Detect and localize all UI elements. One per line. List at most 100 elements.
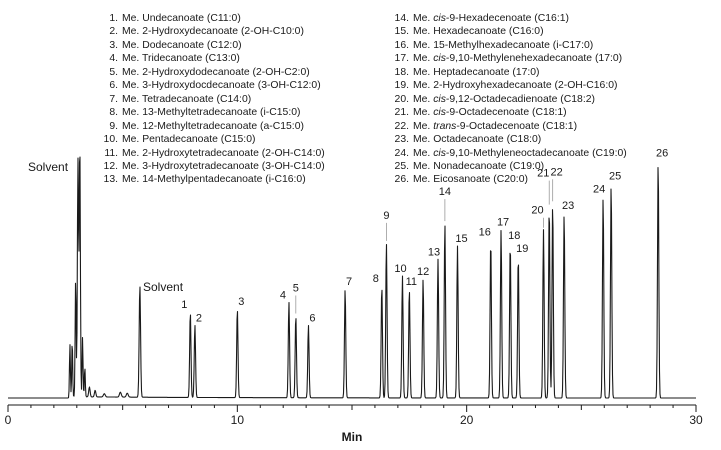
- legend-item-label: Me. cis-9-Hexadecenoate (C16:1): [413, 12, 569, 25]
- peak-label: 1: [181, 299, 187, 311]
- peak-label: 25: [609, 171, 621, 183]
- legend-item: 21. Me. cis-9-Octadecenoate (C18:1): [389, 106, 627, 119]
- peak-label: 15: [455, 233, 467, 245]
- peak-label: 12: [417, 266, 429, 278]
- legend-item-number: 20.: [394, 93, 409, 105]
- legend-item: 20. Me. cis-9,12-Octadecadienoate (C18:2): [389, 93, 627, 106]
- x-tick-label: 10: [231, 413, 245, 427]
- legend-item: 5. Me. 2-Hydroxydodecanoate (2-OH-C2:0): [98, 66, 325, 79]
- peak-label: 23: [562, 200, 574, 212]
- chromatogram-trace: [7, 156, 697, 399]
- legend-item: 23. Me. Octadecanoate (C18:0): [389, 133, 627, 146]
- legend-item: 13. Me. 14-Methylpentadecanoate (i-C16:0): [98, 173, 325, 186]
- legend-item-number: 1.: [109, 13, 118, 24]
- legend-item-number: 17.: [394, 53, 409, 65]
- peak-label: 8: [373, 273, 379, 285]
- legend-label-text: Me.: [413, 53, 434, 65]
- legend-label-italic: cis: [433, 93, 446, 105]
- legend-item-number: 25.: [394, 160, 409, 172]
- legend-item-number: 9.: [109, 120, 118, 132]
- legend-label-italic: cis: [433, 13, 446, 24]
- peak-label: 2: [196, 312, 202, 324]
- peak-label: 5: [293, 283, 299, 295]
- peak-label: 18: [508, 230, 520, 242]
- legend-item-label: Me. cis-9,12-Octadecadienoate (C18:2): [413, 93, 595, 106]
- legend-item-label: Me. 14-Methylpentadecanoate (i-C16:0): [122, 174, 306, 186]
- legend-label-text: Me. Eicosanoate (C20:0): [413, 174, 528, 186]
- legend-item-number: 22.: [394, 120, 409, 132]
- legend-item-label: Me. Tridecanoate (C13:0): [122, 53, 240, 65]
- legend-item: 12. Me. 3-Hydroxytetradecanoate (3-OH-C14…: [98, 160, 325, 173]
- legend-item-label: Me. cis-9,10-Methylenehexadecanoate (17:…: [413, 52, 622, 65]
- legend-item-number: 13.: [103, 174, 118, 186]
- legend-item: 18. Me. Heptadecanoate (17:0): [389, 66, 627, 79]
- x-axis: 0 10 20 30: [5, 404, 703, 427]
- legend-item-number: 5.: [109, 66, 118, 78]
- legend-item-label: Me. 2-Hydroxytetradecanoate (2-OH-C14:0): [122, 147, 325, 159]
- legend-label-text: Me. 2-Hydroxyhexadecanoate (2-OH-C16:0): [413, 80, 618, 92]
- legend-item-label: Me. 3-Hydroxytetradecanoate (3-OH-C14:0): [122, 160, 325, 172]
- peak-label: 17: [497, 217, 509, 229]
- solvent-label-right: Solvent: [143, 280, 184, 294]
- legend-item: 8. Me. 13-Methyltetradecanoate (i-C15:0): [98, 106, 325, 119]
- legend-label-text: Me. Nonadecanoate (C19:0): [413, 160, 545, 172]
- legend-item: 3. Me. Dodecanoate (C12:0): [98, 39, 325, 52]
- legend-label-text: Me.: [413, 120, 434, 132]
- legend-item-label: Me. Dodecanoate (C12:0): [122, 39, 242, 51]
- legend-item: 14. Me. cis-9-Hexadecenoate (C16:1): [389, 12, 627, 25]
- legend-item: 25. Me. Nonadecanoate (C19:0): [389, 160, 627, 173]
- legend-item-label: Me. 2-Hydroxyhexadecanoate (2-OH-C16:0): [413, 79, 617, 92]
- peak-label: 19: [516, 243, 528, 255]
- peak-label: 9: [383, 210, 389, 222]
- legend-label-text: -9,10-Methylenehexadecanoate (17:0): [445, 53, 623, 65]
- x-tick-label: 0: [5, 413, 12, 427]
- legend-item-number: 12.: [103, 160, 118, 172]
- legend-item: 2. Me. 2-Hydroxydecanoate (2-OH-C10:0): [98, 25, 325, 38]
- legend-label-text: Me.: [413, 13, 434, 24]
- legend-label-text: Me. Octadecanoate (C18:0): [413, 134, 542, 146]
- legend-item-label: Me. cis-9-Octadecenoate (C18:1): [413, 106, 567, 119]
- legend-label-text: -9,10-Methyleneoctadecanoate (C19:0): [445, 147, 627, 159]
- legend-item-number: 10.: [103, 134, 118, 146]
- legend-label-text: Me.: [413, 107, 434, 119]
- legend-item-label: Me. 2-Hydroxydecanoate (2-OH-C10:0): [122, 26, 304, 38]
- peak-label: 21: [537, 168, 549, 180]
- legend-item-number: 24.: [394, 147, 409, 159]
- legend-item-number: 3.: [109, 39, 118, 51]
- peak-label: 4: [280, 289, 286, 301]
- legend-item-label: Me. Heptadecanoate (17:0): [413, 66, 540, 79]
- legend-label-text: -9-Hexadecenoate (C16:1): [445, 13, 569, 24]
- legend-item-label: Me. Hexadecanoate (C16:0): [413, 25, 544, 38]
- legend-item-label: Me. Octadecanoate (C18:0): [413, 133, 541, 146]
- peak-label: 22: [551, 166, 563, 178]
- legend-item-number: 11.: [104, 147, 118, 159]
- legend-item: 22. Me. trans-9-Octadecenoate (C18:1): [389, 120, 627, 133]
- legend-label-italic: cis: [433, 147, 446, 159]
- legend-label-text: Me. 15-Methylhexadecanoate (i-C17:0): [413, 39, 594, 51]
- legend-item-number: 15.: [394, 26, 409, 38]
- legend-item: 26. Me. Eicosanoate (C20:0): [389, 173, 627, 186]
- legend-item-label: Me. Undecanoate (C11:0): [122, 13, 241, 24]
- legend-label-text: -9-Octadecenoate (C18:1): [445, 107, 567, 119]
- peak-label: 11: [406, 276, 417, 288]
- legend-item: 9. Me. 12-Methyltetradecanoate (a-C15:0): [98, 120, 325, 133]
- legend-item-number: 26.: [394, 174, 409, 186]
- peak-label: 26: [656, 147, 668, 159]
- legend-item-number: 2.: [109, 26, 118, 38]
- peak-label: 10: [394, 263, 406, 275]
- legend-item-number: 18.: [394, 66, 409, 78]
- peak-leader-lines: [295, 179, 554, 314]
- legend-item-number: 23.: [394, 134, 409, 146]
- legend-label-text: -9-Octadecenoate (C18:1): [456, 120, 578, 132]
- legend-item: 10. Me. Pentadecanoate (C15:0): [98, 133, 325, 146]
- legend-label-italic: cis: [433, 107, 446, 119]
- peak-legend-right: 14. Me. cis-9-Hexadecenoate (C16:1) 15. Me.…: [389, 12, 627, 187]
- legend-item: 19. Me. 2-Hydroxyhexadecanoate (2-OH-C16:…: [389, 79, 627, 92]
- legend-item-label: Me. trans-9-Octadecenoate (C18:1): [413, 120, 577, 133]
- legend-item-number: 8.: [109, 107, 118, 119]
- legend-item-label: Me. 12-Methyltetradecanoate (a-C15:0): [122, 120, 304, 132]
- legend-item: 17. Me. cis-9,10-Methylenehexadecanoate (…: [389, 52, 627, 65]
- legend-item-number: 16.: [394, 39, 409, 51]
- legend-item: 11. Me. 2-Hydroxytetradecanoate (2-OH-C14…: [98, 147, 325, 160]
